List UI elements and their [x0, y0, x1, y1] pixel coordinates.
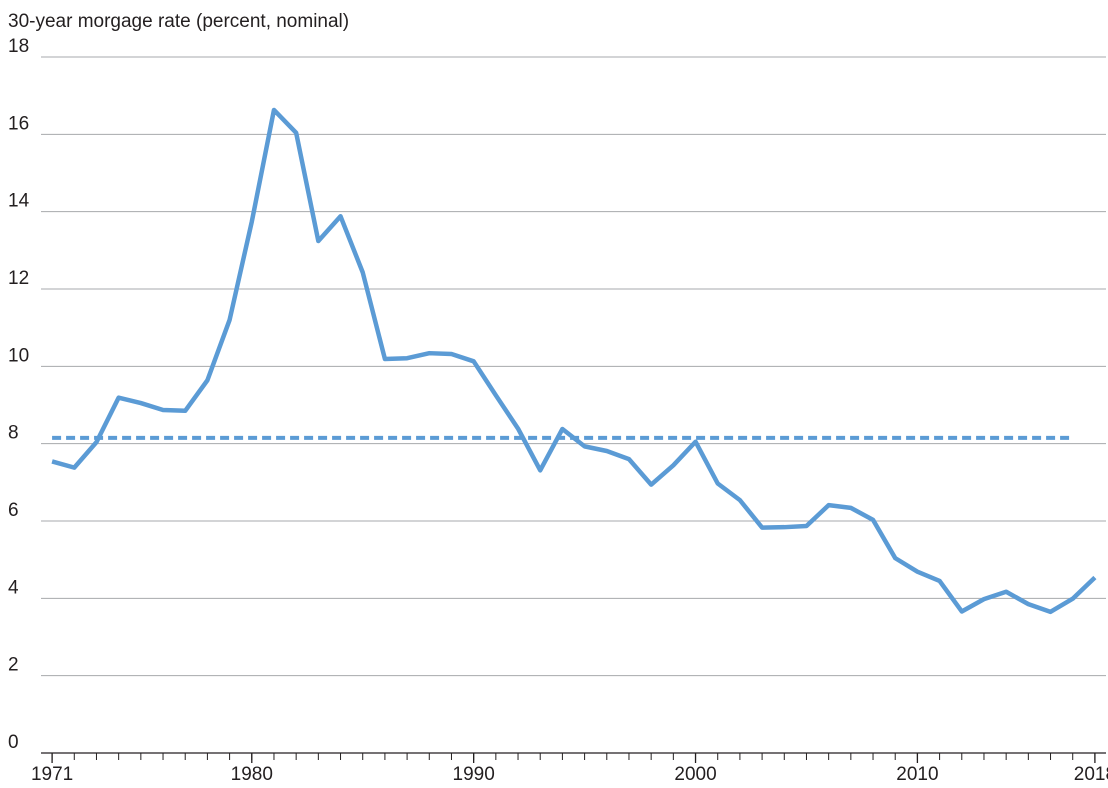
y-tick-label: 8 [8, 423, 19, 444]
y-tick-label: 4 [8, 577, 19, 598]
chart-title: 30-year morgage rate (percent, nominal) [8, 11, 349, 32]
y-tick-label: 14 [8, 191, 30, 212]
y-tick-label: 12 [8, 268, 29, 289]
y-tick-label: 2 [8, 655, 19, 676]
x-tick-label: 2018 [1074, 764, 1108, 785]
x-tick-label: 2010 [896, 764, 938, 785]
y-tick-label: 6 [8, 500, 19, 521]
x-tick-label: 1980 [231, 764, 273, 785]
data-line [51, 107, 1097, 615]
y-tick-label: 18 [8, 36, 29, 57]
y-tick-label: 10 [8, 345, 29, 366]
y-tick-label: 0 [8, 732, 19, 753]
x-tick-label: 2000 [674, 764, 716, 785]
y-tick-label: 16 [8, 113, 29, 134]
x-tick-label: 1990 [453, 764, 495, 785]
x-tick-label: 1971 [31, 764, 73, 785]
